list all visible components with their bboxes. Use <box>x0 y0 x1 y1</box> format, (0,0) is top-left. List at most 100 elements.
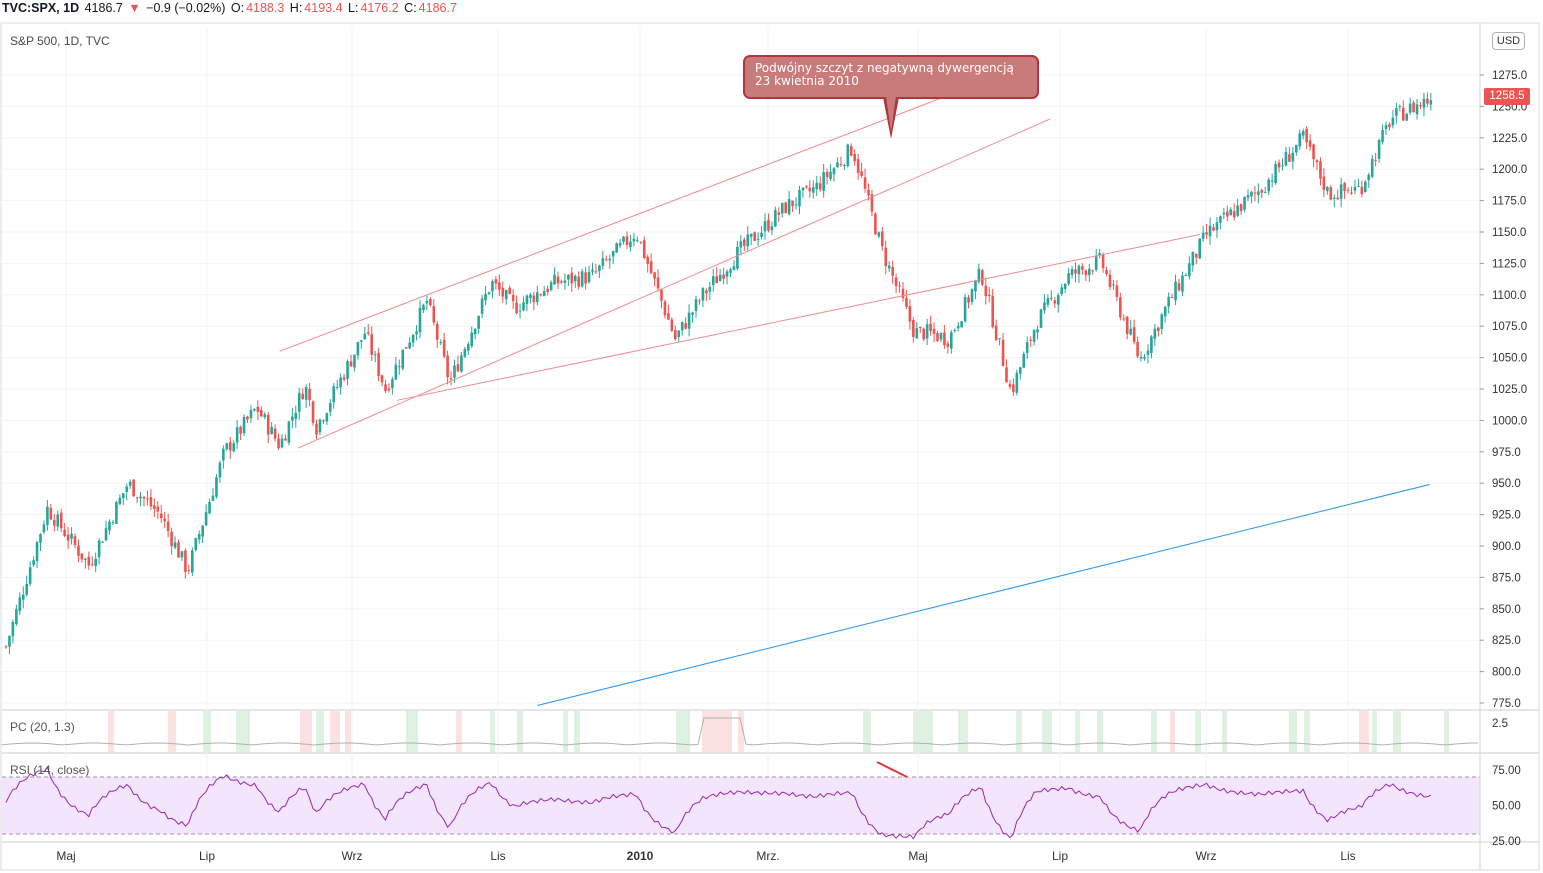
candle-body <box>411 334 415 343</box>
pc-highlight-band <box>563 711 568 752</box>
candle-body <box>73 536 77 546</box>
candle-body <box>1253 192 1257 194</box>
candle-body <box>963 297 967 322</box>
candle-body <box>25 584 28 595</box>
pc-highlight-band <box>517 711 523 752</box>
candle-body <box>470 332 474 347</box>
candle-body <box>608 258 612 261</box>
time-axis[interactable]: Maj Lip Wrz Lis 2010 Mrz. Maj Lip Wrz Lis <box>56 849 1355 863</box>
candle-body <box>159 513 163 519</box>
candle-body <box>504 290 508 300</box>
candle-body <box>746 234 750 247</box>
open-label: O: <box>230 1 245 15</box>
candle-body <box>1212 227 1215 231</box>
price-change: −0.9 (−0.02%) <box>146 1 226 15</box>
candle-body <box>887 265 891 269</box>
currency-badge[interactable]: USD <box>1492 32 1525 50</box>
candle-body <box>1360 186 1364 195</box>
candle-body <box>1215 222 1219 231</box>
candle-body <box>1129 328 1132 335</box>
pc-highlight-band <box>300 711 312 752</box>
x-tick-label: Lis <box>1340 849 1355 863</box>
pc-highlight-band <box>1016 711 1022 752</box>
candle-body <box>998 338 1001 340</box>
candle-body <box>1370 158 1374 177</box>
candle-body <box>525 295 529 304</box>
pc-indicator-label[interactable]: PC (20, 1.3) <box>10 720 75 734</box>
candle-body <box>829 171 832 180</box>
candle-body <box>97 540 101 557</box>
candle-body <box>560 281 563 283</box>
candle-body <box>291 416 294 421</box>
candle-body <box>687 312 691 329</box>
candle-body <box>1405 113 1408 121</box>
candle-body <box>987 294 991 297</box>
candle-body <box>1419 105 1422 107</box>
candle-body <box>122 493 125 499</box>
candle-body <box>377 352 380 376</box>
candle-body <box>853 154 856 162</box>
candle-body <box>981 270 984 285</box>
candle-body <box>301 393 304 400</box>
candle-body <box>94 558 97 566</box>
candle-body <box>1022 353 1026 368</box>
last-price-badge: 1258.5 <box>1484 88 1530 105</box>
candle-body <box>722 274 725 279</box>
candle-body <box>1243 196 1246 210</box>
candle-body <box>915 328 919 339</box>
candle-body <box>1391 117 1395 126</box>
candle-body <box>767 220 770 231</box>
candle-body <box>1364 181 1367 192</box>
candle-body <box>639 241 643 243</box>
candle-body <box>1108 274 1112 287</box>
symbol-name[interactable]: TVC:SPX, 1D <box>2 1 80 15</box>
candle-body <box>563 280 567 283</box>
candle-body <box>539 294 543 296</box>
candle-body <box>387 388 391 391</box>
candle-body <box>522 302 525 311</box>
candle-body <box>1025 342 1029 353</box>
candle-body <box>1398 106 1402 108</box>
candle-body <box>335 386 339 388</box>
candle-body <box>711 276 715 285</box>
candle-body <box>242 416 246 434</box>
candle-body <box>432 306 436 323</box>
candle-body <box>1067 273 1070 284</box>
candle-body <box>1115 285 1119 297</box>
candle-body <box>1136 341 1139 357</box>
candle-body <box>90 564 94 566</box>
candle-body <box>1039 309 1043 328</box>
pc-highlight-band <box>1393 711 1401 752</box>
candle-body <box>322 420 325 422</box>
candle-body <box>311 401 315 423</box>
candle-body <box>1163 306 1167 317</box>
candle-body <box>218 462 222 478</box>
candle-body <box>1153 328 1157 339</box>
price-axis[interactable]: 1275.01250.01225.01200.01175.01150.01125… <box>1479 23 1527 870</box>
candle-body <box>1246 195 1250 198</box>
candle-body <box>1319 161 1322 179</box>
candle-body <box>1326 186 1329 192</box>
candle-body <box>825 171 829 178</box>
pc-highlight-band <box>1359 711 1369 752</box>
candle-body <box>605 259 608 261</box>
candle-body <box>1315 160 1319 163</box>
candle-body <box>736 246 739 269</box>
candle-body <box>991 296 994 327</box>
candle-body <box>439 342 442 344</box>
candle-body <box>615 243 618 253</box>
rsi-indicator-label[interactable]: RSI (14, close) <box>10 763 90 777</box>
candle-body <box>1119 297 1122 318</box>
y-tick-label: 1000.0 <box>1492 415 1527 427</box>
candle-body <box>881 231 884 247</box>
candle-body <box>1308 140 1312 147</box>
candle-body <box>77 545 80 556</box>
candle-body <box>884 247 888 267</box>
candle-body <box>870 194 874 212</box>
y-tick-label: 1025.0 <box>1492 384 1527 396</box>
candle-body <box>1036 329 1039 333</box>
candle-body <box>32 560 35 565</box>
annotation-callout[interactable]: Podwójny szczyt z negatywną dywergencją … <box>743 55 1039 99</box>
candle-body <box>177 542 180 558</box>
